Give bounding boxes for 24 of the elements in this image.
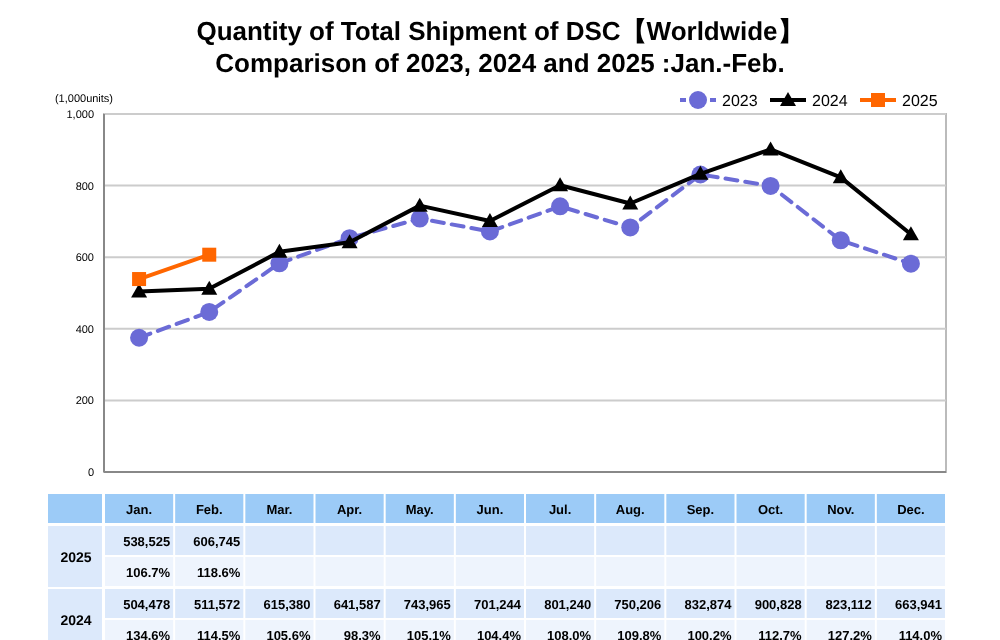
legend-label: 2023 (722, 92, 759, 110)
point (551, 197, 570, 216)
point (411, 197, 428, 212)
point (901, 254, 920, 273)
point (201, 280, 218, 295)
point (552, 177, 569, 192)
point (200, 302, 219, 321)
point (762, 141, 779, 156)
point (621, 218, 640, 237)
point (271, 243, 288, 258)
point (410, 209, 429, 228)
point (202, 247, 217, 262)
legend-label: 2024 (812, 92, 849, 110)
point (902, 226, 919, 241)
point (622, 195, 639, 210)
point (481, 213, 498, 228)
legend-label: 2025 (902, 92, 939, 110)
point (341, 234, 358, 249)
point (831, 231, 850, 250)
point (132, 272, 147, 287)
chart-title: Quantity of Total Shipment of DSC【Worldwide】 Comparison of 2023, 2024 and 2025 :Jan.-Feb. (196, 16, 804, 78)
point (832, 169, 849, 184)
point (761, 176, 780, 195)
point (130, 328, 149, 347)
